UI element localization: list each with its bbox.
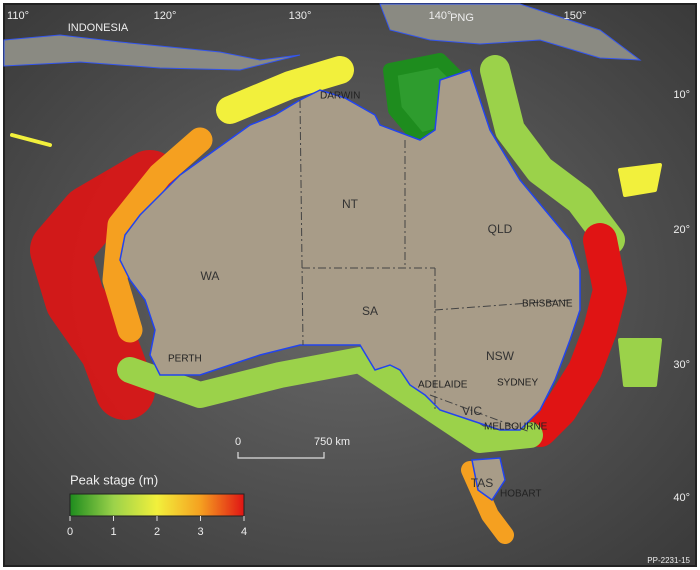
longitude-label: 110° bbox=[7, 10, 29, 22]
city-label: BRISBANE bbox=[522, 299, 573, 310]
latitude-label: 20° bbox=[673, 224, 690, 236]
latitude-label: 10° bbox=[673, 89, 690, 101]
scale-start: 0 bbox=[235, 436, 241, 448]
state-borders bbox=[299, 99, 571, 433]
city-label: ADELAIDE bbox=[418, 380, 468, 391]
city-label: MELBOURNE bbox=[484, 422, 548, 433]
figure-code: PP-2231-15 bbox=[647, 556, 690, 565]
longitude-label: 150° bbox=[564, 10, 587, 22]
region-label: INDONESIA bbox=[68, 22, 129, 34]
legend-colorbar bbox=[69, 493, 245, 517]
latitude-label: 30° bbox=[673, 359, 690, 371]
scale-bar bbox=[237, 452, 325, 459]
png-land bbox=[379, 3, 642, 61]
city-label: HOBART bbox=[500, 489, 542, 500]
state-label: QLD bbox=[488, 222, 513, 236]
state-label: TAS bbox=[471, 476, 493, 490]
legend-tick-label: 0 bbox=[67, 526, 73, 538]
region-label: PNG bbox=[450, 12, 474, 24]
tasmania-land bbox=[471, 457, 506, 502]
state-label: NSW bbox=[486, 349, 515, 363]
australia-land bbox=[119, 69, 581, 431]
longitude-label: 120° bbox=[154, 10, 177, 22]
scale-end: 750 km bbox=[314, 436, 350, 448]
state-label: NT bbox=[342, 197, 359, 211]
legend-tick-label: 3 bbox=[197, 526, 203, 538]
longitude-label: 140° bbox=[429, 10, 452, 22]
state-label: WA bbox=[201, 269, 220, 283]
city-label: SYDNEY bbox=[497, 378, 538, 389]
longitude-label: 130° bbox=[289, 10, 312, 22]
legend-tick-label: 2 bbox=[154, 526, 160, 538]
state-label: SA bbox=[362, 304, 378, 318]
city-label: DARWIN bbox=[320, 91, 360, 102]
legend-tick-label: 1 bbox=[110, 526, 116, 538]
legend-title: Peak stage (m) bbox=[70, 472, 158, 487]
state-label: VIC bbox=[462, 404, 482, 418]
latitude-label: 40° bbox=[673, 492, 690, 504]
legend-tick-label: 4 bbox=[241, 526, 247, 538]
indonesia-land bbox=[3, 34, 301, 71]
city-label: PERTH bbox=[168, 354, 202, 365]
